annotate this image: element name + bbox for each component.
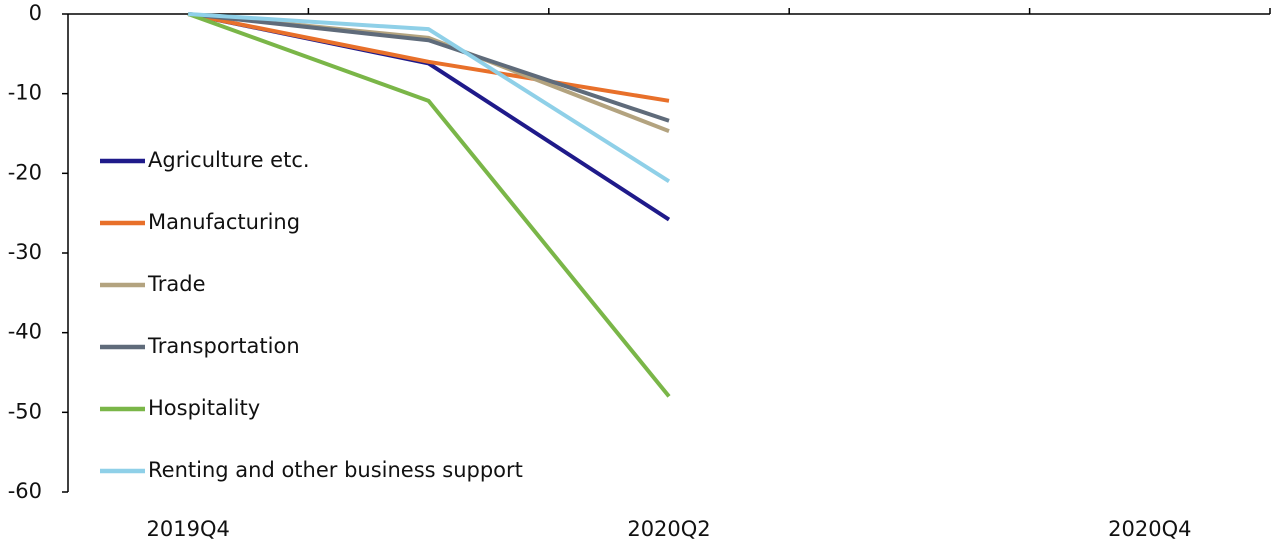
legend-label: Hospitality <box>148 396 260 420</box>
x-tick-label: 2020Q2 <box>627 517 710 541</box>
y-tick-label: -20 <box>8 160 42 184</box>
y-tick-label: -60 <box>8 479 42 503</box>
series-line <box>187 12 671 398</box>
y-tick-label: -50 <box>8 399 42 423</box>
legend-label: Renting and other business support <box>148 458 523 482</box>
y-tick-label: -30 <box>8 240 42 264</box>
y-tick-label: 0 <box>29 1 42 25</box>
x-tick-label: 2019Q4 <box>147 517 230 541</box>
legend-label: Agriculture etc. <box>148 148 310 172</box>
series-line <box>188 12 670 133</box>
series-line <box>187 12 670 103</box>
series-line <box>187 12 670 123</box>
y-tick-label: -10 <box>8 81 42 105</box>
legend-label: Transportation <box>147 334 300 358</box>
legend-label: Trade <box>147 272 206 296</box>
y-tick-label: -40 <box>8 320 42 344</box>
series-line <box>188 12 671 183</box>
legend-label: Manufacturing <box>148 210 300 234</box>
x-tick-label: 2020Q4 <box>1108 517 1191 541</box>
series-line <box>187 12 671 222</box>
